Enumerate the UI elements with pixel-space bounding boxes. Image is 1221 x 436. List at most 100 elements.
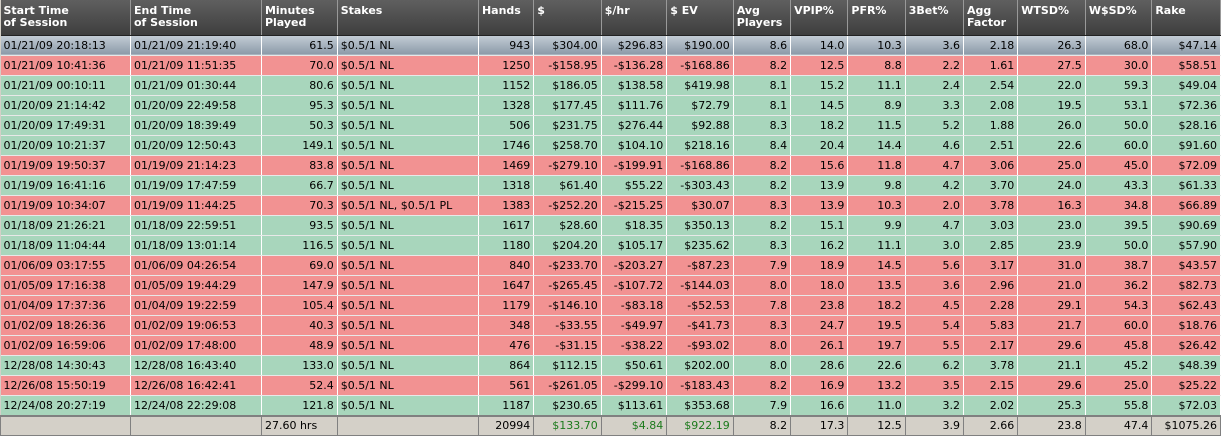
session-row[interactable]: 12/24/08 20:27:19 12/24/08 22:29:08 121.8 $… <box>0 395 1221 416</box>
column-header-stakes[interactable]: Stakes <box>337 0 479 36</box>
cell-dollars-ev: -$144.03 <box>666 275 734 296</box>
cell-rake: $47.14 <box>1151 35 1221 56</box>
cell-dollars: -$252.20 <box>533 195 602 216</box>
cell-hands: 506 <box>478 115 535 136</box>
cell-wsd: 50.0 <box>1085 115 1153 136</box>
column-header-vpip[interactable]: VPIP% <box>790 0 849 36</box>
cell-rake: $57.90 <box>1151 235 1221 256</box>
session-row[interactable]: 12/28/08 14:30:43 12/28/08 16:43:40 133.0 $… <box>0 355 1221 376</box>
column-header-hands[interactable]: Hands <box>478 0 535 36</box>
cell-stakes: $0.5/1 NL <box>337 135 479 156</box>
cell-hands: 1152 <box>478 75 535 96</box>
cell-minutes-played: 149.1 <box>261 135 338 156</box>
cell-dollars-per-hour: -$49.97 <box>601 315 668 336</box>
cell-dollars-ev: -$183.43 <box>666 375 734 396</box>
cell-avg-players: 8.1 <box>733 75 792 96</box>
cell-wsd: 30.0 <box>1085 55 1153 76</box>
column-header-dollars-per-hour[interactable]: $/hr <box>601 0 668 36</box>
cell-minutes-played: 147.9 <box>261 275 338 296</box>
total-hands: 20994 <box>477 414 535 436</box>
cell-end-time: 01/06/09 04:26:54 <box>130 255 262 276</box>
session-row[interactable]: 01/20/09 17:49:31 01/20/09 18:39:49 50.3 $0… <box>0 115 1221 136</box>
cell-pfr: 13.5 <box>847 275 906 296</box>
cell-stakes: $0.5/1 NL <box>337 275 479 296</box>
cell-3bet: 2.4 <box>905 75 965 96</box>
cell-stakes: $0.5/1 NL <box>337 215 479 236</box>
cell-end-time: 01/20/09 22:49:58 <box>130 95 262 116</box>
session-row[interactable]: 01/18/09 21:26:21 01/18/09 22:59:51 93.5 $0… <box>0 215 1221 236</box>
column-header-dollars[interactable]: $ <box>533 0 602 36</box>
column-header-agg-factor[interactable]: Agg Factor <box>963 0 1019 36</box>
cell-dollars: $231.75 <box>533 115 602 136</box>
session-row[interactable]: 01/19/09 16:41:16 01/19/09 17:47:59 66.7 $0… <box>0 175 1221 196</box>
column-header-start-time[interactable]: Start Time of Session <box>0 0 131 36</box>
session-row[interactable]: 01/06/09 03:17:55 01/06/09 04:26:54 69.0 $0… <box>0 255 1221 276</box>
cell-hands: 1318 <box>478 175 535 196</box>
session-row[interactable]: 01/18/09 11:04:44 01/18/09 13:01:14 116.5 $… <box>0 235 1221 256</box>
cell-rake: $91.60 <box>1151 135 1221 156</box>
cell-dollars-ev: $235.62 <box>666 235 734 256</box>
cell-start-time: 01/21/09 20:18:13 <box>0 35 131 56</box>
cell-minutes-played: 133.0 <box>261 355 338 376</box>
column-header-wsd[interactable]: W$SD% <box>1085 0 1153 36</box>
cell-hands: 1617 <box>478 215 535 236</box>
column-header-avg-players[interactable]: Avg Players <box>733 0 792 36</box>
cell-wsd: 68.0 <box>1085 35 1153 56</box>
cell-rake: $72.36 <box>1151 95 1221 116</box>
column-header-end-time[interactable]: End Time of Session <box>130 0 262 36</box>
cell-stakes: $0.5/1 NL <box>337 375 479 396</box>
cell-start-time: 12/28/08 14:30:43 <box>0 355 131 376</box>
cell-agg-factor: 2.17 <box>963 335 1019 356</box>
cell-agg-factor: 3.17 <box>963 255 1019 276</box>
cell-vpip: 16.9 <box>790 375 849 396</box>
cell-wsd: 45.8 <box>1085 335 1153 356</box>
session-row[interactable]: 01/21/09 00:10:11 01/21/09 01:30:44 80.6 $0… <box>0 75 1221 96</box>
session-row[interactable]: 01/05/09 17:16:38 01/05/09 19:44:29 147.9 $… <box>0 275 1221 296</box>
total-pfr: 12.5 <box>847 414 906 436</box>
column-header-minutes-played[interactable]: Minutes Played <box>261 0 338 36</box>
cell-dollars-per-hour: -$199.91 <box>601 155 668 176</box>
cell-wtsd: 29.1 <box>1017 295 1086 316</box>
cell-dollars-ev: $202.00 <box>666 355 734 376</box>
session-row[interactable]: 01/19/09 10:34:07 01/19/09 11:44:25 70.3 $0… <box>0 195 1221 216</box>
cell-pfr: 11.8 <box>847 155 906 176</box>
cell-agg-factor: 1.88 <box>963 115 1019 136</box>
cell-dollars-per-hour: -$299.10 <box>601 375 668 396</box>
cell-dollars-per-hour: $138.58 <box>601 75 668 96</box>
cell-hands: 1469 <box>478 155 535 176</box>
cell-rake: $18.76 <box>1151 315 1221 336</box>
cell-rake: $28.16 <box>1151 115 1221 136</box>
cell-hands: 840 <box>478 255 535 276</box>
session-row[interactable]: 01/20/09 21:14:42 01/20/09 22:49:58 95.3 $0… <box>0 95 1221 116</box>
cell-wtsd: 26.0 <box>1017 115 1086 136</box>
session-row[interactable]: 01/02/09 16:59:06 01/02/09 17:48:00 48.9 $0… <box>0 335 1221 356</box>
session-row[interactable]: 01/04/09 17:37:36 01/04/09 19:22:59 105.4 $… <box>0 295 1221 316</box>
cell-end-time: 01/18/09 13:01:14 <box>130 235 262 256</box>
column-header-dollars-ev[interactable]: $ EV <box>666 0 734 36</box>
column-header-rake[interactable]: Rake <box>1151 0 1221 36</box>
session-row[interactable]: 01/21/09 20:18:13 01/21/09 21:19:40 61.5 $0… <box>0 35 1221 56</box>
cell-agg-factor: 2.85 <box>963 235 1019 256</box>
cell-pfr: 9.9 <box>847 215 906 236</box>
totals-row: 27.60 hrs 20994 $133.70 $4.84 $922.19 8.2 17.3… <box>0 414 1221 436</box>
cell-dollars-ev: -$87.23 <box>666 255 734 276</box>
cell-rake: $58.51 <box>1151 55 1221 76</box>
session-row[interactable]: 01/19/09 19:50:37 01/19/09 21:14:23 83.8 $0… <box>0 155 1221 176</box>
cell-agg-factor: 2.28 <box>963 295 1019 316</box>
cell-vpip: 13.9 <box>790 195 849 216</box>
session-row[interactable]: 01/21/09 10:41:36 01/21/09 11:51:35 70.0 $0… <box>0 55 1221 76</box>
cell-rake: $48.39 <box>1151 355 1221 376</box>
cell-vpip: 18.0 <box>790 275 849 296</box>
cell-dollars-ev: -$52.53 <box>666 295 734 316</box>
session-row[interactable]: 12/26/08 15:50:19 12/26/08 16:42:41 52.4 $0… <box>0 375 1221 396</box>
cell-wtsd: 21.7 <box>1017 315 1086 336</box>
cell-dollars-ev: $353.68 <box>666 395 734 416</box>
cell-start-time: 01/06/09 03:17:55 <box>0 255 131 276</box>
column-header-wtsd[interactable]: WTSD% <box>1017 0 1086 36</box>
cell-start-time: 01/20/09 21:14:42 <box>0 95 131 116</box>
column-header-3bet[interactable]: 3Bet% <box>905 0 965 36</box>
cell-rake: $66.89 <box>1151 195 1221 216</box>
session-row[interactable]: 01/20/09 10:21:37 01/20/09 12:50:43 149.1 $… <box>0 135 1221 156</box>
column-header-pfr[interactable]: PFR% <box>847 0 906 36</box>
session-row[interactable]: 01/02/09 18:26:36 01/02/09 19:06:53 40.3 $0… <box>0 315 1221 336</box>
